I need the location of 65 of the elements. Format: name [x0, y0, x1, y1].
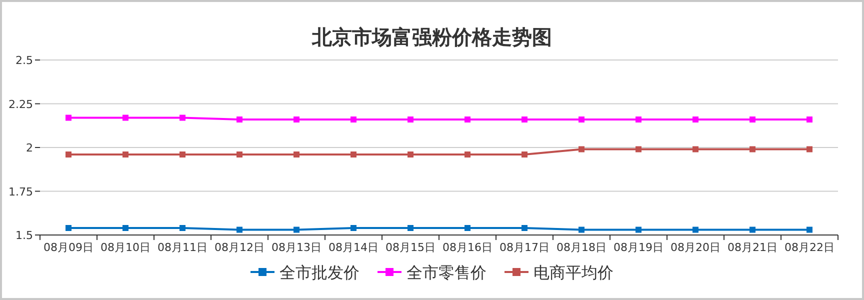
x-tick-label: 08月18日 — [556, 241, 606, 254]
y-tick-label: 2.5 — [16, 54, 33, 67]
x-tick-label: 08月12日 — [214, 241, 264, 254]
legend-label: 电商平均价 — [534, 263, 614, 282]
point — [636, 116, 642, 122]
point — [294, 116, 300, 122]
point — [408, 116, 414, 122]
y-tick-label: 2 — [26, 142, 33, 154]
point — [294, 152, 300, 158]
point — [236, 116, 242, 122]
x-tick-label: 08月11日 — [158, 241, 208, 254]
point — [692, 116, 698, 122]
point — [180, 225, 186, 231]
x-tick-label: 08月19日 — [614, 241, 664, 254]
y-tick-label: 1.75 — [8, 185, 33, 198]
point — [692, 226, 698, 233]
point — [806, 116, 812, 122]
point — [522, 225, 528, 231]
point — [464, 152, 470, 158]
point — [122, 114, 128, 121]
point — [66, 114, 72, 121]
point — [522, 116, 528, 122]
point — [66, 152, 72, 158]
x-tick-label: 08月20日 — [670, 241, 720, 254]
point — [692, 146, 698, 152]
point — [750, 116, 756, 122]
point — [180, 152, 186, 158]
chart-title: 北京市场富强粉价格走势图 — [311, 25, 552, 49]
point — [350, 116, 356, 122]
point — [464, 116, 470, 122]
point — [578, 146, 584, 152]
point — [750, 226, 756, 233]
point — [806, 146, 812, 152]
x-tick-label: 08月09日 — [44, 241, 94, 254]
point — [236, 152, 242, 158]
y-tick-label: 2.25 — [8, 98, 33, 111]
point — [350, 152, 356, 158]
point — [294, 226, 300, 233]
x-tick-label: 08月16日 — [442, 241, 492, 254]
point — [122, 225, 128, 231]
point — [122, 152, 128, 158]
point — [236, 226, 242, 233]
x-tick-label: 08月15日 — [386, 241, 436, 254]
x-tick-label: 08月10日 — [100, 241, 150, 254]
x-tick-label: 08月13日 — [272, 241, 322, 254]
point — [522, 152, 528, 158]
point — [350, 225, 356, 231]
point — [408, 225, 414, 231]
y-tick-label: 1.5 — [16, 229, 33, 242]
x-tick-label: 08月17日 — [500, 241, 550, 254]
point — [464, 225, 470, 231]
point — [806, 226, 812, 233]
point — [578, 116, 584, 122]
point — [636, 146, 642, 152]
x-tick-label: 08月22日 — [784, 241, 834, 254]
point — [180, 114, 186, 121]
point — [66, 225, 72, 231]
x-tick-label: 08月21日 — [728, 241, 778, 254]
point — [408, 152, 414, 158]
legend-label: 全市零售价 — [406, 263, 486, 282]
point — [750, 146, 756, 152]
legend-label: 全市批发价 — [280, 263, 360, 282]
point — [578, 226, 584, 233]
point — [636, 226, 642, 233]
x-tick-label: 08月14日 — [328, 241, 378, 254]
